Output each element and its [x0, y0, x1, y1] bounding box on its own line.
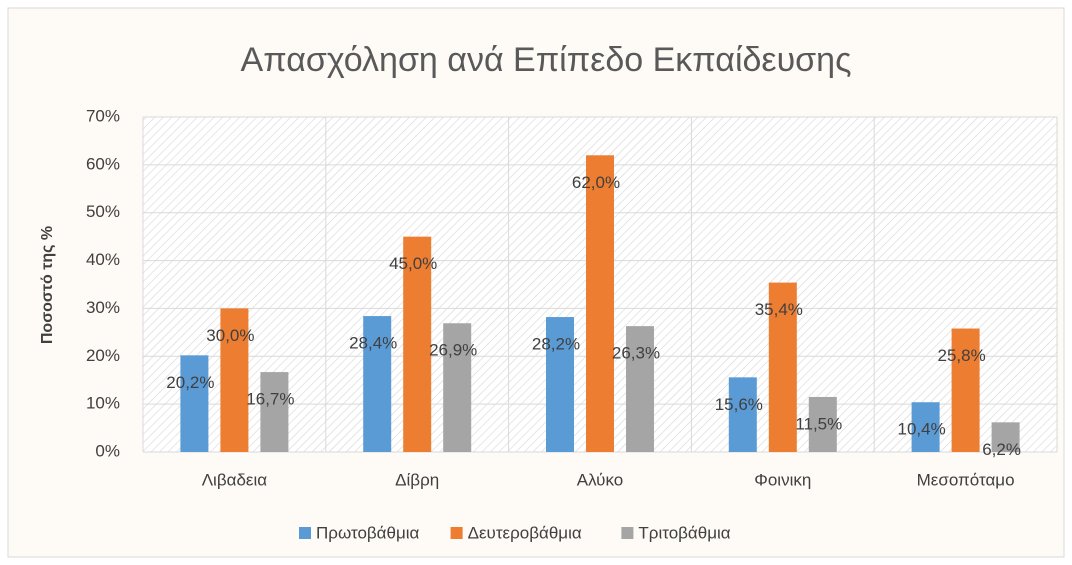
value-label: 35,4%: [755, 300, 803, 319]
bar: [220, 308, 249, 452]
value-label: 25,8%: [937, 346, 985, 365]
value-label: 6,2%: [982, 440, 1021, 459]
legend: Πρωτοβάθμια Δευτεροβάθμια Τριτοβάθμια: [299, 523, 731, 542]
x-tick-label: Λιβαδεια: [202, 470, 268, 489]
bar: [768, 282, 797, 452]
y-tick-label: 60%: [86, 154, 120, 173]
legend-label: Πρωτοβάθμια: [316, 523, 420, 542]
chart-title: Απασχόληση ανά Επίπεδο Εκπαίδευσης: [241, 41, 852, 79]
bar: [260, 372, 289, 452]
legend-swatch: [299, 527, 311, 539]
bar: [991, 422, 1020, 452]
legend-swatch: [621, 527, 634, 539]
y-tick-label: 10%: [86, 394, 120, 413]
value-label: 10,4%: [897, 420, 945, 439]
value-label: 26,9%: [429, 341, 477, 360]
y-tick-label: 50%: [86, 202, 120, 221]
bar: [586, 155, 614, 453]
value-label: 45,0%: [389, 254, 437, 273]
x-tick-label: Μεσοπόταμο: [917, 470, 1015, 489]
legend-swatch: [450, 527, 463, 539]
legend-label: Δευτεροβάθμια: [468, 523, 582, 542]
value-label: 11,5%: [795, 414, 842, 433]
bar: [808, 396, 837, 452]
value-label: 28,2%: [532, 335, 580, 354]
bar: [546, 317, 574, 452]
bar: [180, 355, 209, 452]
x-tick-label: Αλύκο: [577, 470, 623, 489]
bar: [911, 402, 940, 452]
bar: [443, 323, 472, 452]
value-label: 16,7%: [246, 390, 294, 409]
value-label: 30,0%: [206, 326, 254, 345]
legend-label: Τριτοβάθμια: [638, 523, 730, 542]
y-tick-label: 30%: [86, 298, 120, 317]
value-label: 20,2%: [166, 373, 214, 392]
value-label: 15,6%: [715, 395, 763, 414]
y-tick-label: 0%: [95, 441, 120, 460]
y-tick-label: 70%: [86, 106, 120, 125]
y-tick-label: 20%: [86, 346, 120, 365]
y-tick-label: 40%: [86, 250, 120, 269]
bar: [403, 236, 432, 452]
x-tick-label: Φοινικη: [754, 470, 811, 489]
y-axis-title: Ποσοστό της %: [39, 226, 56, 344]
bar: [951, 328, 980, 452]
value-label: 62,0%: [572, 173, 620, 192]
x-tick-label: Δίβρη: [395, 470, 439, 489]
value-label: 28,4%: [349, 334, 397, 353]
bar: [363, 316, 392, 452]
bar: [626, 326, 654, 452]
value-label: 26,3%: [612, 344, 660, 363]
bar: [728, 377, 757, 452]
